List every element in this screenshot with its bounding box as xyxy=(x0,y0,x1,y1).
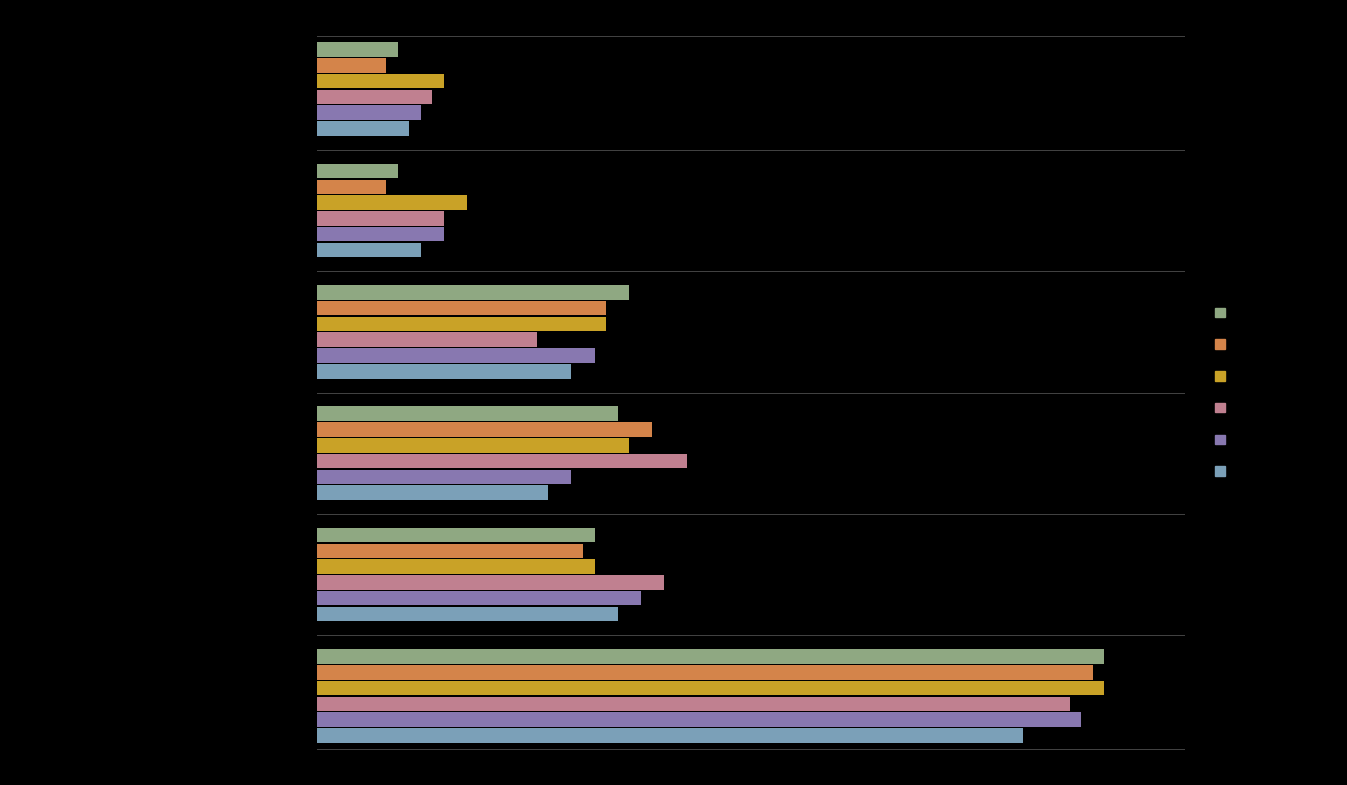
Bar xyxy=(317,607,618,621)
Bar xyxy=(317,591,641,605)
Bar xyxy=(317,649,1105,664)
Bar xyxy=(317,301,606,316)
Bar xyxy=(317,407,618,421)
Bar xyxy=(317,469,571,484)
Bar xyxy=(317,227,445,241)
Bar xyxy=(317,89,432,104)
Bar xyxy=(317,180,387,194)
Bar xyxy=(317,121,409,136)
Bar xyxy=(317,528,594,542)
Bar xyxy=(317,575,664,590)
Bar xyxy=(317,333,536,347)
Legend: , , , , , : , , , , , xyxy=(1210,301,1242,484)
Bar xyxy=(317,544,583,558)
Bar xyxy=(317,195,467,210)
Bar xyxy=(317,438,629,452)
Bar xyxy=(317,243,420,257)
Bar xyxy=(317,74,445,89)
Bar xyxy=(317,42,397,57)
Bar xyxy=(317,285,629,300)
Bar xyxy=(317,349,594,363)
Bar xyxy=(317,665,1092,680)
Bar xyxy=(317,728,1024,743)
Bar xyxy=(317,696,1070,711)
Bar xyxy=(317,211,445,225)
Bar xyxy=(317,316,606,331)
Bar xyxy=(317,164,397,178)
Bar xyxy=(317,105,420,120)
Bar xyxy=(317,485,548,500)
Bar xyxy=(317,364,571,378)
Bar xyxy=(317,454,687,469)
Bar xyxy=(317,560,594,574)
Bar xyxy=(317,58,387,73)
Bar xyxy=(317,422,652,436)
Bar xyxy=(317,712,1082,727)
Bar xyxy=(317,681,1105,696)
